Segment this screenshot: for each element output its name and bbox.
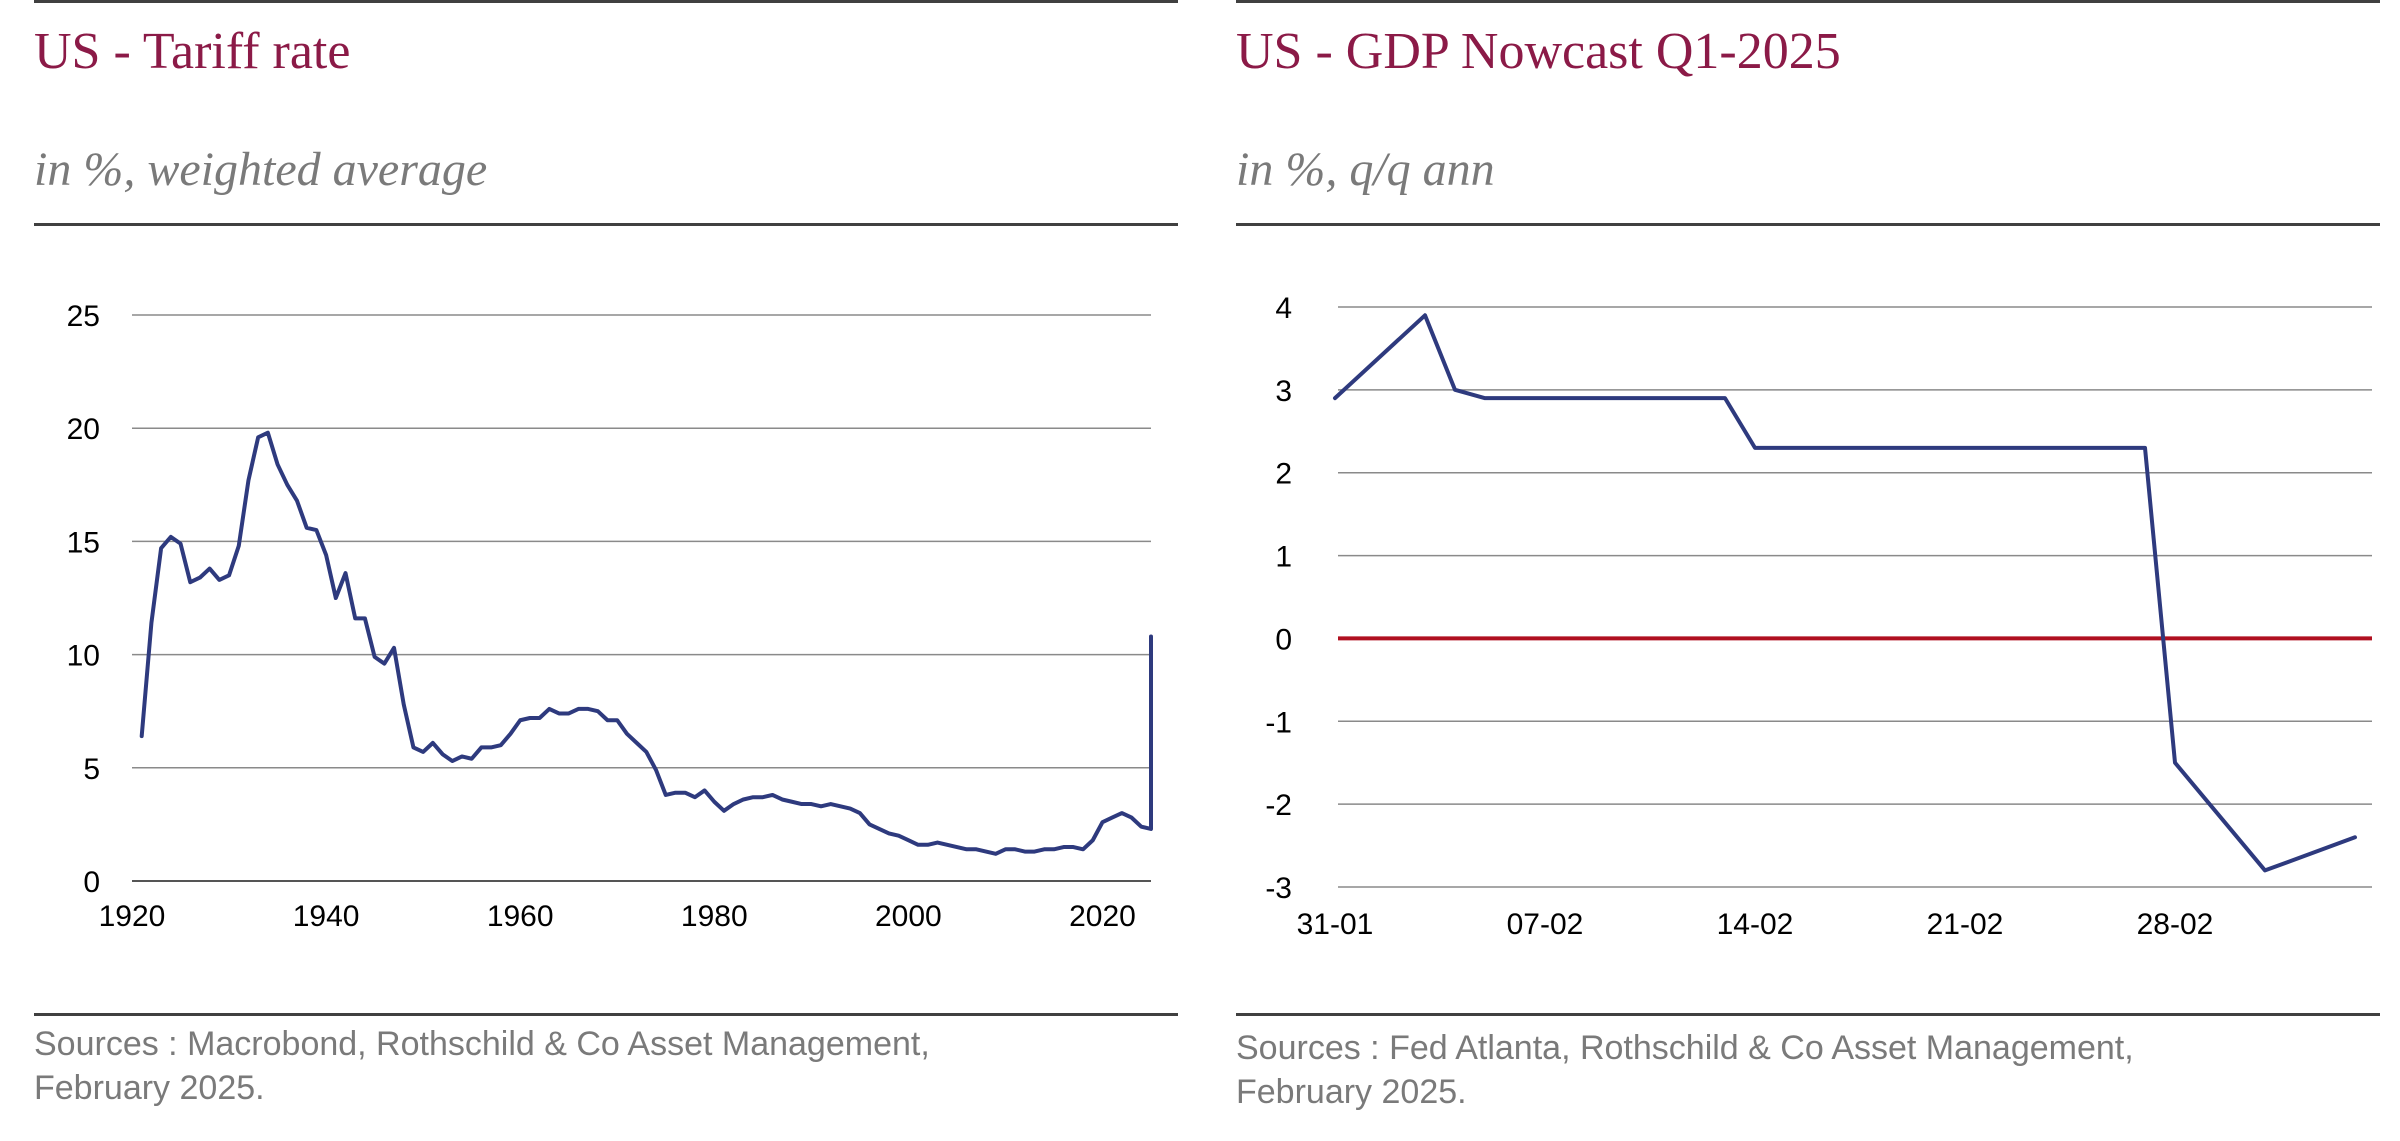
y-tick-label: 25 [67, 300, 100, 333]
source-note: Sources : Fed Atlanta, Rothschild & Co A… [1236, 1026, 2386, 1114]
footer-rule [1236, 1013, 2380, 1016]
chart-subtitle: in %, q/q ann [1236, 143, 1495, 196]
y-tick-label: -1 [1265, 706, 1292, 739]
x-tick-label: 1940 [293, 900, 360, 933]
footer-rule [34, 1013, 1178, 1016]
header-rule [1236, 223, 2380, 226]
x-tick-label: 31-01 [1297, 908, 1374, 941]
x-tick-label: 14-02 [1717, 908, 1794, 941]
source-line-2: February 2025. [1236, 1073, 1467, 1111]
gdp-nowcast-series-line [1333, 313, 2357, 873]
y-tick-label: 10 [67, 640, 100, 673]
y-tick-label: 4 [1275, 292, 1292, 325]
x-tick-label: 2020 [1069, 900, 1136, 933]
y-tick-label: -2 [1265, 789, 1292, 822]
x-tick-label: 1960 [487, 900, 554, 933]
y-tick-label: 1 [1275, 541, 1292, 574]
tariff-series-line [139, 430, 1153, 856]
x-tick-label: 28-02 [2137, 908, 2214, 941]
header-rule [34, 223, 1178, 226]
x-tick-label: 1980 [681, 900, 748, 933]
y-tick-label: 0 [83, 866, 100, 899]
source-note: Sources : Macrobond, Rothschild & Co Ass… [34, 1022, 1184, 1110]
y-tick-label: 15 [67, 526, 100, 559]
y-tick-label: 0 [1275, 623, 1292, 656]
x-tick-label: 1920 [99, 900, 166, 933]
source-line-1: Sources : Fed Atlanta, Rothschild & Co A… [1236, 1029, 2134, 1067]
chart-title: US - GDP Nowcast Q1-2025 [1236, 23, 1841, 80]
gdp-panel: US - GDP Nowcast Q1-2025 in %, q/q ann -… [1200, 0, 2400, 1141]
tariff-panel: US - Tariff rate in %, weighted average … [34, 0, 1184, 1110]
chart-title: US - Tariff rate [34, 23, 351, 80]
source-line-2: February 2025. [34, 1069, 265, 1107]
top-rule [1236, 0, 2380, 3]
tariff-line-chart: 0 5 10 15 20 25 1920 1940 1960 1980 2000 2020 [67, 300, 1153, 933]
y-tick-label: 5 [83, 753, 100, 786]
x-tick-label: 21-02 [1927, 908, 2004, 941]
gdp-nowcast-line-chart: -3 -2 -1 0 1 2 3 4 31-01 07-02 14-02 21-02 28-02 [1265, 292, 2372, 941]
x-tick-label: 07-02 [1507, 908, 1584, 941]
y-tick-label: -3 [1265, 872, 1292, 905]
x-tick-label: 2000 [875, 900, 942, 933]
y-tick-label: 20 [67, 413, 100, 446]
top-rule [34, 0, 1178, 3]
source-line-1: Sources : Macrobond, Rothschild & Co Ass… [34, 1025, 930, 1063]
y-tick-label: 3 [1275, 375, 1292, 408]
y-tick-label: 2 [1275, 458, 1292, 491]
chart-subtitle: in %, weighted average [34, 143, 488, 196]
